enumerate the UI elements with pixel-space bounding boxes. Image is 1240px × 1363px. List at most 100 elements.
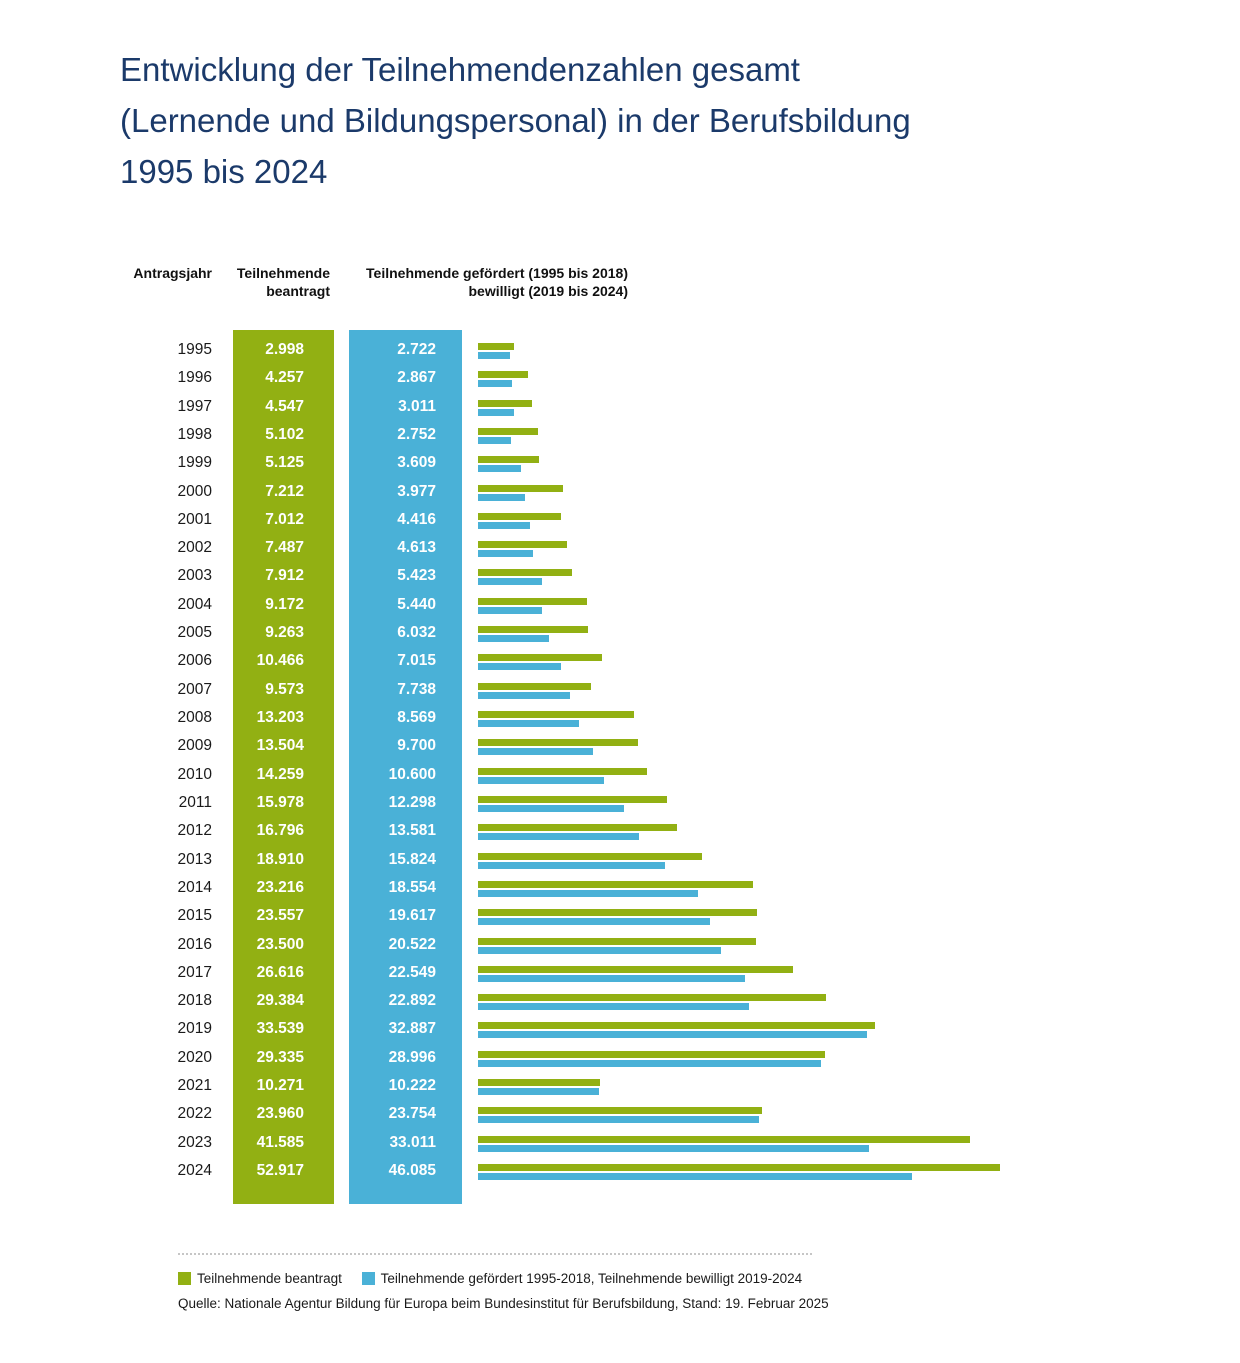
applied-value: 23.557 xyxy=(256,907,304,924)
applied-bar xyxy=(478,1079,600,1086)
year-label: 2019 xyxy=(177,1020,212,1037)
applied-value: 29.384 xyxy=(256,992,304,1009)
approved-value: 32.887 xyxy=(388,1020,436,1037)
table-row: 2013 18.910 15.824 xyxy=(120,846,1230,874)
year-label: 2008 xyxy=(177,709,212,726)
approved-bar xyxy=(478,380,512,387)
year-label: 2013 xyxy=(177,851,212,868)
applied-bar xyxy=(478,1136,970,1143)
approved-bar xyxy=(478,409,514,416)
applied-bar xyxy=(478,626,588,633)
year-label: 2023 xyxy=(177,1134,212,1151)
applied-bar xyxy=(478,1107,762,1114)
applied-value: 7.912 xyxy=(265,567,304,584)
table-row: 2017 26.616 22.549 xyxy=(120,959,1230,987)
legend-swatch-applied-icon xyxy=(178,1271,191,1285)
year-label: 2024 xyxy=(177,1162,212,1179)
table-row: 2001 7.012 4.416 xyxy=(120,506,1230,534)
applied-bar xyxy=(478,824,677,831)
applied-bar xyxy=(478,400,532,407)
table-row: 2003 7.912 5.423 xyxy=(120,562,1230,590)
approved-value: 19.617 xyxy=(388,907,436,924)
table-row: 2022 23.960 23.754 xyxy=(120,1100,1230,1128)
applied-value: 23.500 xyxy=(256,936,304,953)
year-label: 2007 xyxy=(177,681,212,698)
table-row: 1995 2.998 2.722 xyxy=(120,336,1230,364)
approved-bar xyxy=(478,692,570,699)
approved-value: 20.522 xyxy=(388,936,436,953)
table-row: 2021 10.271 10.222 xyxy=(120,1072,1230,1100)
year-label: 1997 xyxy=(177,398,212,415)
applied-bar xyxy=(478,711,634,718)
approved-value: 7.738 xyxy=(397,681,436,698)
applied-value: 33.539 xyxy=(256,1020,304,1037)
legend-item-applied: Teilnehmende beantragt xyxy=(178,1268,342,1290)
year-label: 2012 xyxy=(177,822,212,839)
applied-value: 26.616 xyxy=(256,964,304,981)
approved-bar xyxy=(478,663,561,670)
applied-value: 7.487 xyxy=(265,539,304,556)
approved-bar xyxy=(478,720,579,727)
applied-bar xyxy=(478,343,514,350)
approved-value: 12.298 xyxy=(388,794,436,811)
applied-value: 14.259 xyxy=(256,766,304,783)
approved-value: 3.609 xyxy=(397,454,436,471)
applied-bar xyxy=(478,768,647,775)
table-row: 2006 10.466 7.015 xyxy=(120,647,1230,675)
table-row: 1999 5.125 3.609 xyxy=(120,449,1230,477)
approved-column-background xyxy=(349,330,462,1204)
approved-bar xyxy=(478,1145,869,1152)
applied-bar xyxy=(478,1022,875,1029)
applied-bar xyxy=(478,598,587,605)
year-label: 2015 xyxy=(177,907,212,924)
data-rows: 1995 2.998 2.722 1996 4.257 2.867 1997 4.547 3.0… xyxy=(120,336,1230,1216)
approved-bar xyxy=(478,635,549,642)
applied-bar xyxy=(478,371,528,378)
table-row: 2010 14.259 10.600 xyxy=(120,761,1230,789)
applied-bar xyxy=(478,513,561,520)
table-row: 2012 16.796 13.581 xyxy=(120,817,1230,845)
approved-bar xyxy=(478,437,511,444)
applied-value: 4.547 xyxy=(265,398,304,415)
applied-bar xyxy=(478,966,793,973)
year-label: 2000 xyxy=(177,483,212,500)
approved-value: 33.011 xyxy=(389,1134,436,1151)
table-row: 2024 52.917 46.085 xyxy=(120,1157,1230,1185)
applied-value: 16.796 xyxy=(256,822,304,839)
approved-value: 13.581 xyxy=(388,822,436,839)
approved-bar xyxy=(478,890,698,897)
approved-value: 3.011 xyxy=(398,398,436,415)
approved-value: 23.754 xyxy=(388,1105,436,1122)
approved-value: 4.416 xyxy=(397,511,436,528)
approved-bar xyxy=(478,550,533,557)
table-row: 2020 29.335 28.996 xyxy=(120,1044,1230,1072)
year-label: 2010 xyxy=(177,766,212,783)
applied-bar xyxy=(478,485,563,492)
applied-value: 7.012 xyxy=(265,511,304,528)
approved-value: 3.977 xyxy=(397,483,436,500)
legend: Teilnehmende beantragt Teilnehmende gefö… xyxy=(178,1268,1078,1290)
approved-value: 15.824 xyxy=(388,851,436,868)
approved-bar xyxy=(478,748,593,755)
applied-value: 5.102 xyxy=(265,426,304,443)
table-row: 2011 15.978 12.298 xyxy=(120,789,1230,817)
year-label: 2004 xyxy=(177,596,212,613)
applied-bar xyxy=(478,853,702,860)
applied-value: 13.504 xyxy=(256,737,304,754)
approved-bar xyxy=(478,522,530,529)
year-label: 1998 xyxy=(177,426,212,443)
approved-value: 4.613 xyxy=(397,539,436,556)
applied-value: 10.271 xyxy=(256,1077,304,1094)
table-row: 2016 23.500 20.522 xyxy=(120,931,1230,959)
table-row: 2014 23.216 18.554 xyxy=(120,874,1230,902)
table-row: 2004 9.172 5.440 xyxy=(120,591,1230,619)
table-row: 2015 23.557 19.617 xyxy=(120,902,1230,930)
approved-bar xyxy=(478,1088,599,1095)
approved-value: 22.892 xyxy=(388,992,436,1009)
year-label: 2022 xyxy=(177,1105,212,1122)
applied-value: 7.212 xyxy=(265,483,304,500)
year-label: 2016 xyxy=(177,936,212,953)
applied-bar xyxy=(478,994,826,1001)
approved-bar xyxy=(478,465,521,472)
chart-title: Entwicklung der Teilnehmendenzahlen gesa… xyxy=(120,51,911,190)
